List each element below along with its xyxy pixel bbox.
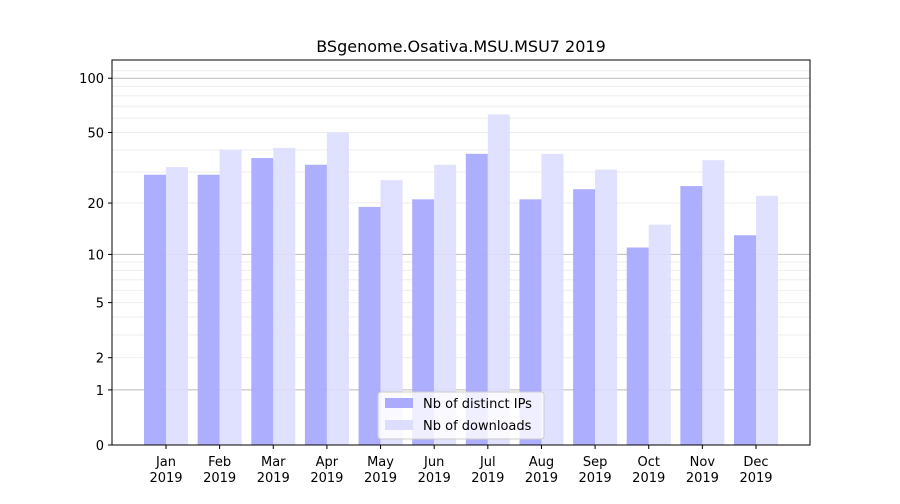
- y-axis: 0 1 2 5 10 20 50 100: [79, 72, 112, 454]
- bar-distinct-ips: [144, 174, 166, 445]
- x-tick-label: Aug: [529, 455, 554, 470]
- x-tick-label: 2019: [632, 471, 665, 486]
- x-tick-label: 2019: [149, 471, 182, 486]
- y-tick-label: 10: [87, 248, 104, 263]
- bar-distinct-ips: [465, 153, 488, 445]
- x-tick-label: 2019: [525, 471, 558, 486]
- legend-swatch-downloads: [385, 420, 413, 430]
- bar-downloads: [702, 160, 725, 445]
- y-tick-label: 100: [79, 72, 104, 87]
- bar-distinct-ips: [626, 247, 649, 445]
- bar-distinct-ips: [358, 206, 381, 445]
- y-tick-label: 0: [96, 439, 104, 454]
- bar-downloads: [273, 147, 296, 445]
- bar-downloads: [380, 180, 403, 445]
- legend: Nb of distinct IPs Nb of downloads: [377, 391, 545, 440]
- bar-downloads: [648, 224, 671, 445]
- x-tick-label: 2019: [471, 471, 504, 486]
- legend-label-ips: Nb of distinct IPs: [423, 397, 532, 412]
- x-tick-label: Nov: [690, 455, 716, 470]
- bar-downloads: [326, 132, 349, 446]
- y-tick-label: 1: [96, 384, 104, 399]
- bar-downloads: [219, 149, 242, 446]
- y-tick-label: 2: [96, 352, 104, 367]
- bar-distinct-ips: [197, 174, 220, 445]
- x-tick-label: Sep: [583, 455, 608, 470]
- x-tick-label: Oct: [637, 455, 659, 470]
- bar-distinct-ips: [573, 189, 596, 445]
- x-tick-label: Jun: [423, 455, 444, 470]
- bars: [144, 114, 778, 446]
- x-tick-label: 2019: [257, 471, 290, 486]
- x-tick-label: 2019: [579, 471, 612, 486]
- bar-downloads: [166, 167, 188, 446]
- x-tick-label: May: [367, 455, 394, 470]
- x-tick-label: Apr: [316, 455, 339, 470]
- bar-distinct-ips: [412, 199, 435, 445]
- x-tick-label: 2019: [203, 471, 236, 486]
- bar-downloads: [487, 114, 510, 446]
- x-tick-label: Mar: [261, 455, 286, 470]
- bar-distinct-ips: [519, 199, 542, 445]
- bar-downloads: [756, 195, 778, 445]
- plot-frame: [111, 59, 811, 446]
- y-tick-label: 50: [87, 127, 104, 142]
- y-tick-label: 20: [87, 197, 104, 212]
- bar-downloads: [434, 164, 457, 445]
- legend-swatch-ips: [385, 398, 413, 408]
- legend-box: [377, 391, 545, 440]
- x-tick-label: Jul: [479, 455, 496, 470]
- x-tick-label: 2019: [686, 471, 719, 486]
- bar-distinct-ips: [251, 158, 274, 445]
- legend-label-downloads: Nb of downloads: [423, 419, 532, 434]
- x-tick-label: 2019: [739, 471, 772, 486]
- y-tick-label: 5: [96, 297, 104, 312]
- x-axis: Jan2019Feb2019Mar2019Apr2019May2019Jun20…: [149, 445, 773, 486]
- x-tick-label: Jan: [155, 455, 176, 470]
- bar-distinct-ips: [680, 186, 703, 445]
- bar-downloads: [541, 153, 564, 445]
- bar-distinct-ips: [304, 164, 327, 445]
- x-tick-label: 2019: [310, 471, 343, 486]
- bar-downloads: [595, 169, 618, 445]
- x-tick-label: 2019: [364, 471, 397, 486]
- chart-title: BSgenome.Osativa.MSU.MSU7 2019: [316, 37, 606, 56]
- x-tick-label: Feb: [208, 455, 231, 470]
- x-tick-label: 2019: [418, 471, 451, 486]
- x-tick-label: Dec: [743, 455, 768, 470]
- bar-distinct-ips: [734, 235, 756, 445]
